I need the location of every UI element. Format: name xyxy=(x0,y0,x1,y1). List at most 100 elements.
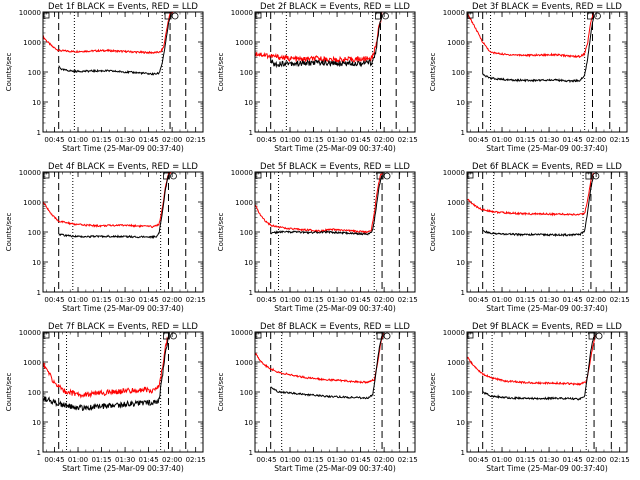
x-tick-label: 01:30 xyxy=(539,456,559,464)
x-tick-label: 01:45 xyxy=(351,456,371,464)
panel-title: Det 3f BLACK = Events, RED = LLD xyxy=(472,2,622,12)
y-tick-label: 10 xyxy=(32,259,41,267)
end-box-marker xyxy=(163,332,170,340)
end-circle-marker xyxy=(595,332,603,340)
panel-5: Det 5f BLACK = Events, RED = LLD 1 10 100 10… xyxy=(217,162,418,313)
x-tick-label: 00:45 xyxy=(468,296,488,304)
x-axis-label: Start Time (25-Mar-09 00:37:40) xyxy=(274,304,396,313)
x-tick-label: 02:15 xyxy=(186,456,206,464)
x-tick-label: 01:30 xyxy=(539,296,559,304)
x-tick-label: 01:15 xyxy=(515,456,535,464)
x-tick-label: 01:00 xyxy=(492,296,512,304)
y-axis-label: Counts/sec xyxy=(429,373,437,412)
panel-2: Det 2f BLACK = Events, RED = LLD 1 10 100 10… xyxy=(217,2,418,153)
y-tick-label: 1 xyxy=(461,289,465,297)
plot-frame xyxy=(466,11,628,133)
x-axis-label: Start Time (25-Mar-09 00:37:40) xyxy=(486,464,608,473)
x-tick-label: 00:45 xyxy=(256,296,276,304)
x-tick-label: 01:30 xyxy=(327,136,347,144)
panel-title: Det 7f BLACK = Events, RED = LLD xyxy=(48,322,198,332)
y-tick-label: 10 xyxy=(244,99,253,107)
events-series-line xyxy=(482,16,595,84)
end-circle-marker xyxy=(171,12,179,20)
events-series-line xyxy=(482,336,595,401)
x-tick-label: 01:15 xyxy=(91,296,111,304)
x-tick-label: 01:30 xyxy=(115,296,135,304)
x-tick-label: 01:45 xyxy=(139,456,159,464)
x-tick-label: 01:30 xyxy=(115,456,135,464)
panel-1: Det 1f BLACK = Events, RED = LLD 1 10 100 10… xyxy=(5,2,206,153)
y-tick-label: 100 xyxy=(240,69,253,77)
y-tick-label: 1000 xyxy=(23,199,41,207)
y-axis-label: Counts/sec xyxy=(429,53,437,92)
end-box-marker xyxy=(376,172,384,180)
y-tick-label: 1 xyxy=(37,129,41,137)
x-tick-label: 02:15 xyxy=(398,136,418,144)
y-tick-label: 10000 xyxy=(231,9,253,17)
x-tick-label: 01:45 xyxy=(139,136,159,144)
x-axis-label: Start Time (25-Mar-09 00:37:40) xyxy=(486,144,608,153)
y-tick-label: 10 xyxy=(456,99,465,107)
x-tick-label: 01:00 xyxy=(280,136,300,144)
y-tick-label: 100 xyxy=(452,389,465,397)
lld-series-line xyxy=(255,172,384,234)
plot-frame xyxy=(466,331,628,453)
x-tick-label: 01:15 xyxy=(91,456,111,464)
y-tick-label: 100 xyxy=(452,229,465,237)
x-axis-label: Start Time (25-Mar-09 00:37:40) xyxy=(62,144,184,153)
plot-frame xyxy=(466,171,628,293)
events-series-line xyxy=(270,175,383,236)
x-tick-label: 01:15 xyxy=(303,136,323,144)
y-axis-label: Counts/sec xyxy=(217,373,225,412)
x-tick-label: 02:15 xyxy=(398,296,418,304)
x-tick-label: 02:15 xyxy=(186,296,206,304)
x-tick-label: 01:00 xyxy=(492,136,512,144)
panel-3: Det 3f BLACK = Events, RED = LLD 1 10 100 10… xyxy=(429,2,630,153)
end-circle-marker xyxy=(170,332,177,340)
x-tick-label: 01:30 xyxy=(539,136,559,144)
y-axis-label: Counts/sec xyxy=(5,373,13,412)
plot-frame xyxy=(42,11,204,133)
end-box-marker xyxy=(587,12,594,20)
x-tick-label: 01:15 xyxy=(515,296,535,304)
x-tick-label: 01:45 xyxy=(563,456,583,464)
x-tick-label: 02:15 xyxy=(610,296,630,304)
lld-series-line xyxy=(467,172,595,217)
x-tick-label: 02:00 xyxy=(586,296,606,304)
x-tick-label: 02:00 xyxy=(586,456,606,464)
end-circle-marker xyxy=(383,172,391,180)
lld-series-line xyxy=(43,12,174,55)
y-tick-label: 1 xyxy=(37,449,41,457)
plot-frame xyxy=(42,171,204,293)
y-tick-label: 1000 xyxy=(23,39,41,47)
panel-title: Det 8f BLACK = Events, RED = LLD xyxy=(260,322,410,332)
x-tick-label: 02:00 xyxy=(374,456,394,464)
y-axis-label: Counts/sec xyxy=(5,53,13,92)
y-tick-label: 10000 xyxy=(443,169,465,177)
x-tick-label: 02:00 xyxy=(374,296,394,304)
y-tick-label: 1000 xyxy=(235,39,253,47)
panel-8: Det 8f BLACK = Events, RED = LLD 1 10 100 10… xyxy=(217,322,418,473)
x-tick-label: 02:15 xyxy=(610,136,630,144)
x-tick-label: 01:00 xyxy=(68,136,88,144)
x-axis-label: Start Time (25-Mar-09 00:37:40) xyxy=(62,464,184,473)
y-tick-label: 100 xyxy=(28,229,41,237)
y-tick-label: 10 xyxy=(244,419,253,427)
x-tick-label: 01:00 xyxy=(280,456,300,464)
end-box-marker xyxy=(376,332,384,340)
panel-title: Det 2f BLACK = Events, RED = LLD xyxy=(260,2,410,12)
x-tick-label: 01:30 xyxy=(327,296,347,304)
y-tick-label: 10000 xyxy=(19,169,41,177)
end-circle-marker xyxy=(383,332,391,340)
x-tick-label: 01:15 xyxy=(303,456,323,464)
panel-title: Det 5f BLACK = Events, RED = LLD xyxy=(260,162,410,172)
x-axis-label: Start Time (25-Mar-09 00:37:40) xyxy=(486,304,608,313)
x-axis-label: Start Time (25-Mar-09 00:37:40) xyxy=(274,464,396,473)
x-tick-label: 01:45 xyxy=(351,296,371,304)
y-axis-label: Counts/sec xyxy=(217,213,225,252)
y-tick-label: 1 xyxy=(249,289,253,297)
y-tick-label: 100 xyxy=(452,69,465,77)
plot-frame xyxy=(254,331,416,453)
x-tick-label: 02:15 xyxy=(398,456,418,464)
x-tick-label: 01:45 xyxy=(563,136,583,144)
